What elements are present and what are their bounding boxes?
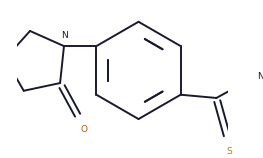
Text: NH: NH — [257, 72, 263, 81]
Text: O: O — [81, 125, 88, 134]
Text: S: S — [226, 147, 232, 156]
Text: N: N — [61, 31, 68, 40]
